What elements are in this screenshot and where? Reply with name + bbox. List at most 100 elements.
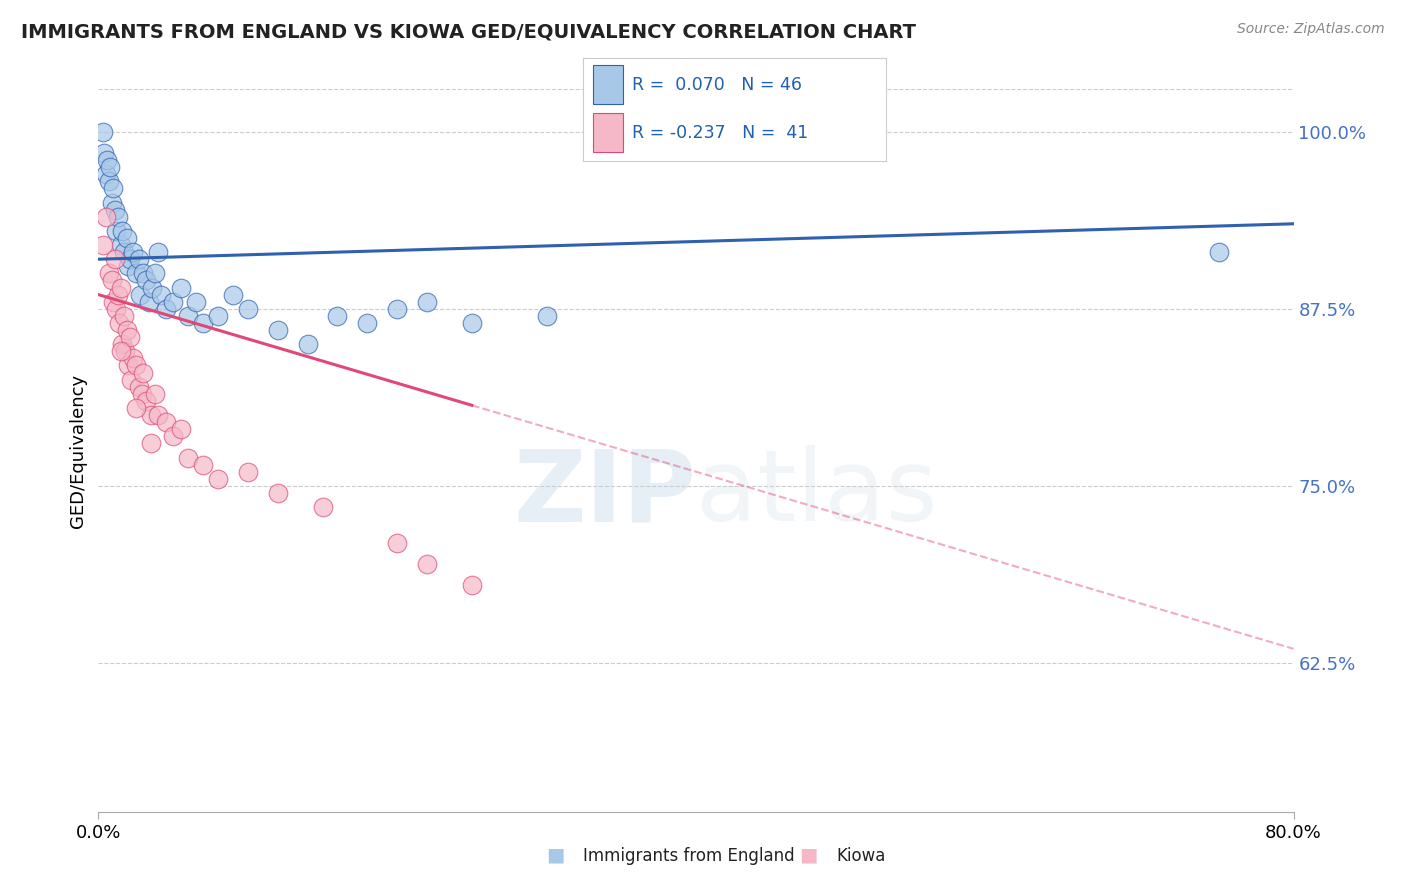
Point [101, 273, 124, 287]
Point [125, 401, 148, 415]
Point [297, 337, 319, 351]
Point [132, 366, 155, 380]
Point [236, 301, 259, 316]
Point [177, 450, 200, 465]
Point [267, 323, 290, 337]
Point [110, 344, 132, 359]
Point [207, 472, 229, 486]
Point [416, 294, 439, 309]
Point [184, 294, 207, 309]
Point [162, 294, 184, 309]
Point [143, 386, 166, 401]
Point [207, 309, 229, 323]
Point [101, 195, 124, 210]
Point [111, 337, 134, 351]
Point [115, 323, 138, 337]
Point [94, 167, 117, 181]
Point [162, 429, 184, 443]
Point [104, 252, 127, 267]
Point [222, 287, 245, 301]
Point [135, 273, 157, 287]
Y-axis label: GED/Equivalency: GED/Equivalency [69, 374, 87, 527]
Point [125, 266, 148, 280]
Point [135, 393, 157, 408]
Point [461, 578, 484, 592]
Point [148, 408, 170, 422]
Point [356, 316, 378, 330]
Point [125, 359, 148, 373]
Text: ■: ■ [799, 846, 818, 864]
Point [191, 458, 214, 472]
Text: Immigrants from England: Immigrants from England [583, 847, 796, 864]
Point [326, 309, 349, 323]
Text: ■: ■ [546, 846, 565, 864]
Point [117, 359, 139, 373]
Point [115, 231, 138, 245]
Point [385, 301, 409, 316]
Text: Source: ZipAtlas.com: Source: ZipAtlas.com [1237, 22, 1385, 37]
Point [107, 287, 129, 301]
Point [169, 280, 191, 294]
Point [385, 535, 409, 549]
Point [143, 266, 166, 280]
Point [138, 294, 160, 309]
Text: Kiowa: Kiowa [837, 847, 886, 864]
Point [236, 465, 259, 479]
Text: atlas: atlas [696, 445, 938, 542]
Point [155, 415, 177, 429]
Point [98, 160, 122, 174]
Point [139, 436, 162, 450]
Text: IMMIGRANTS FROM ENGLAND VS KIOWA GED/EQUIVALENCY CORRELATION CHART: IMMIGRANTS FROM ENGLAND VS KIOWA GED/EQU… [21, 22, 917, 41]
Point [191, 316, 214, 330]
Point [461, 316, 484, 330]
Point [104, 202, 127, 217]
Point [148, 245, 170, 260]
Point [120, 373, 142, 387]
Point [110, 280, 132, 294]
Point [108, 316, 131, 330]
Point [110, 238, 132, 252]
Point [150, 287, 173, 301]
Point [141, 280, 163, 294]
Point [91, 238, 114, 252]
Point [1208, 245, 1230, 260]
Point [103, 181, 125, 195]
Point [105, 301, 128, 316]
Point [107, 210, 129, 224]
Point [94, 210, 117, 224]
Point [111, 224, 134, 238]
Point [267, 486, 290, 500]
Point [129, 287, 152, 301]
Text: R = -0.237   N =  41: R = -0.237 N = 41 [631, 124, 808, 142]
Point [536, 309, 558, 323]
Point [112, 245, 135, 260]
Point [118, 252, 141, 267]
Point [132, 266, 155, 280]
Point [121, 351, 143, 366]
Point [155, 301, 177, 316]
Point [128, 380, 150, 394]
Point [91, 125, 114, 139]
Point [118, 330, 141, 344]
Bar [592, 113, 623, 153]
Point [139, 408, 162, 422]
Bar [592, 65, 623, 104]
Point [97, 174, 120, 188]
Text: R =  0.070   N = 46: R = 0.070 N = 46 [631, 76, 801, 94]
Text: ZIP: ZIP [513, 445, 696, 542]
Point [117, 260, 139, 274]
Point [131, 386, 153, 401]
Point [93, 145, 115, 160]
Point [416, 557, 439, 571]
Point [96, 153, 118, 167]
Point [97, 266, 120, 280]
Point [169, 422, 191, 436]
Point [177, 309, 200, 323]
Point [114, 344, 136, 359]
Point [311, 500, 333, 515]
Point [103, 294, 125, 309]
Point [121, 245, 143, 260]
Point [105, 224, 128, 238]
Point [128, 252, 150, 267]
Point [112, 309, 135, 323]
